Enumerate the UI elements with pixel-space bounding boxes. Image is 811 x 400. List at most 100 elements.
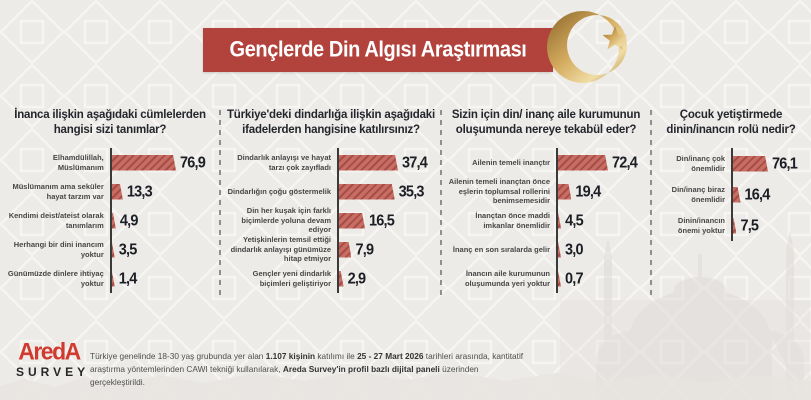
bar-value: 35,3 [398, 182, 425, 201]
bar-row: Dinin/inancın önemi yoktur 7,5 [656, 210, 806, 241]
bar-label: Ailenin temeli inançtır [472, 157, 550, 167]
methodology-note: Türkiye genelinde 18-30 yaş grubunda yer… [90, 350, 535, 389]
bar-row: Herhangi bir dini inancım yoktur 3,5 [6, 235, 214, 264]
bar [558, 155, 608, 171]
bar [339, 242, 351, 258]
bar-value: 4,5 [565, 211, 584, 230]
note-segment: 25 - 27 Mart 2026 [357, 351, 424, 361]
bar-row: Ailenin temeli inançtır 72,4 [446, 148, 646, 177]
bar-value: 19,4 [575, 182, 601, 201]
note-segment: 1.107 kişinin [265, 351, 316, 361]
bar-value: 3,0 [565, 240, 584, 259]
panel-child-raising: Çocuk yetiştirmede dinin/inancın rolü ne… [656, 108, 806, 241]
bar-value: 16,4 [744, 185, 771, 204]
bar-label: Din/inanç çok önemlidir [676, 154, 725, 173]
bar [733, 156, 768, 172]
panel-family-institution: Sizin için din/ inanç aile kurumunun olu… [446, 108, 646, 293]
bar [339, 155, 398, 171]
bar-row: İnanç en son sıralarda gelir 3,0 [446, 235, 646, 264]
bar-track: 7,5 [731, 210, 806, 241]
bar-track: 19,4 [556, 177, 646, 206]
bar-value: 7,9 [355, 240, 374, 259]
bar-label: Elhamdülillah, Müslümanım [52, 153, 104, 172]
bar-label: Dinin/inancın önemi yoktur [677, 216, 725, 235]
bar [339, 213, 365, 229]
bar-label: Kendimi deist/ateist olarak tanımlarım [8, 211, 104, 230]
bar-label: Din her kuşak için farklı biçimlerde yol… [241, 206, 331, 235]
bar-row: Elhamdülillah, Müslümanım 76,9 [6, 148, 214, 177]
bar-label: Günümüzde dinlere ihtiyaç yoktur [7, 269, 104, 288]
bar-label: İnanç en son sıralarda gelir [452, 244, 550, 254]
bar [112, 271, 115, 287]
bar-track: 3,0 [556, 235, 646, 264]
bar [112, 242, 115, 258]
note-segment: Türkiye genelinde 18-30 yaş grubunda yer… [90, 351, 266, 361]
bar-track: 4,5 [556, 206, 646, 235]
bar-row: Din her kuşak için farklı biçimlerde yol… [226, 206, 436, 235]
bar [558, 242, 561, 258]
bar-label: İnancın aile kurumunun oluşumunda yeri y… [464, 269, 550, 288]
bar-value: 76,9 [180, 153, 206, 172]
bar-label: Ailenin temeli inançtan önce eşlerin top… [448, 177, 550, 206]
panel-divider [650, 110, 652, 295]
bar-value: 1,4 [118, 269, 138, 288]
bar-row: Dindarlığın çoğu göstermelik 35,3 [226, 177, 436, 206]
bar-value: 13,3 [126, 182, 153, 201]
bar-row: Günümüzde dinlere ihtiyaç yoktur 1,4 [6, 264, 214, 293]
bar-row: Din/inanç çok önemlidir 76,1 [656, 148, 806, 179]
bar-row: Gençler yeni dindarlık biçimleri gelişti… [226, 264, 436, 293]
note-segment: tarihleri arasında, kantitatif araştırma… [90, 351, 524, 374]
bar-track: 35,3 [337, 177, 436, 206]
bar-value: 76,1 [772, 154, 798, 173]
bar-row: Yetişkinlerin temsil ettiği dindarlık an… [226, 235, 436, 264]
crescent-star-icon [547, 11, 628, 83]
bar [558, 213, 561, 229]
bar-row: Dindarlık anlayışı ve hayat tarzı çok za… [226, 148, 436, 177]
bar-row: İnançtan önce maddi imkanlar önemlidir 4,… [446, 206, 646, 235]
bar [733, 218, 736, 234]
panel-belief-identity: İnanca ilişkin aşağıdaki cümlelerden han… [6, 108, 214, 293]
note-segment: üzerinden gerçekleştirildi. [90, 363, 479, 387]
bar-chart: Elhamdülillah, Müslümanım 76,9 Müslümanım … [6, 148, 214, 293]
note-segment: katılımı ile [315, 351, 358, 361]
bar-track: 1,4 [109, 264, 214, 293]
bar-label: Gençler yeni dindarlık biçimleri gelişti… [252, 269, 331, 288]
bar-chart: Dindarlık anlayışı ve hayat tarzı çok za… [226, 148, 436, 293]
bar [558, 271, 561, 287]
bar-value: 0,7 [565, 269, 584, 288]
bar-label: Müslümanım ama seküler hayat tarzım var [12, 182, 104, 201]
bar-track: 16,4 [731, 179, 806, 210]
bar-track: 16,5 [337, 206, 436, 235]
bar [112, 184, 123, 200]
bar-track: 13,3 [109, 177, 214, 206]
bar-chart: Ailenin temeli inançtır 72,4 Ailenin temel… [446, 148, 646, 293]
panel-divider [440, 110, 442, 295]
panel-title: Türkiye'deki dindarlığa ilişkin aşağıdak… [226, 109, 435, 136]
bar-label: Dindarlık anlayışı ve hayat tarzı çok za… [237, 153, 331, 172]
bar-row: Kendimi deist/ateist olarak tanımlarım 4,… [6, 206, 214, 235]
bar-track: 76,1 [731, 148, 806, 179]
note-segment: Areda Survey'in profil bazlı dijital pan… [282, 363, 440, 374]
bar-value: 4,9 [119, 211, 139, 230]
bar-track: 72,4 [556, 148, 646, 177]
bar [112, 213, 116, 229]
bar-value: 72,4 [612, 153, 638, 172]
bar [733, 187, 741, 203]
bar-value: 37,4 [402, 153, 428, 172]
bar-value: 2,9 [347, 269, 367, 288]
bar-chart: Din/inanç çok önemlidir 76,1 Din/inanç bir… [656, 148, 806, 241]
bar-label: Dindarlığın çoğu göstermelik [227, 186, 331, 196]
bar-label: Yetişkinlerin temsil ettiği dindarlık an… [230, 235, 331, 264]
bar-row: İnancın aile kurumunun oluşumunda yeri y… [446, 264, 646, 293]
bar-track: 76,9 [109, 148, 214, 177]
panel-title: Sizin için din/ inanç aile kurumunun olu… [451, 109, 641, 136]
bar [558, 184, 571, 200]
title-banner: Gençlerde Din Algısı Araştırması [203, 28, 553, 72]
bar-value: 3,5 [118, 240, 138, 259]
bar-track: 0,7 [556, 264, 646, 293]
bar-row: Müslümanım ama seküler hayat tarzım var 1… [6, 177, 214, 206]
bar-row: Ailenin temeli inançtan önce eşlerin top… [446, 177, 646, 206]
bar-track: 37,4 [337, 148, 436, 177]
bar-value: 7,5 [740, 216, 759, 235]
bar-track: 4,9 [109, 206, 214, 235]
